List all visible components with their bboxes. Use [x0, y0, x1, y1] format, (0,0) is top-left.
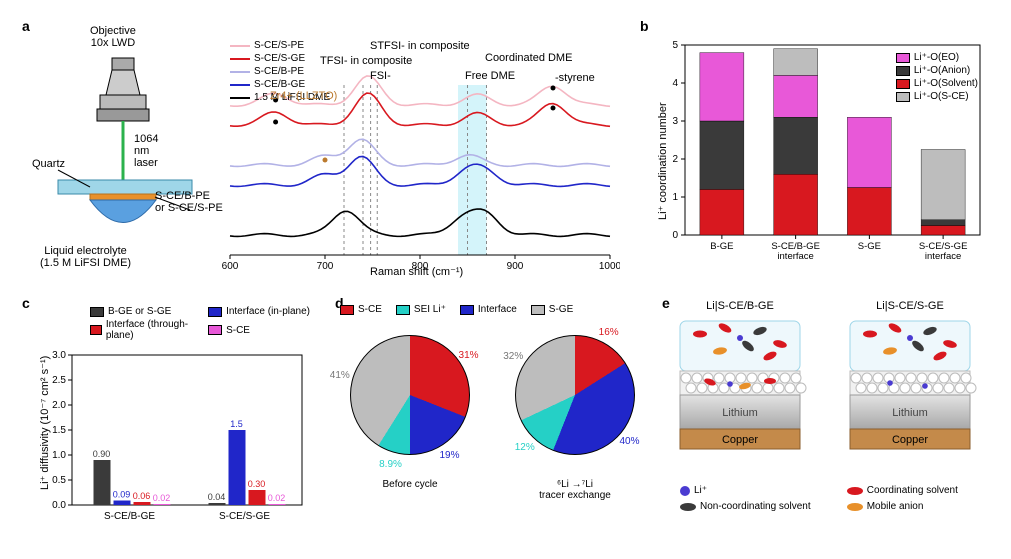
svg-text:0: 0 [672, 230, 678, 241]
panel-c-legend-item: S-CE [208, 319, 310, 341]
panel-c-ylabel: Li⁺ diffusivity (10⁻⁷ cm² s⁻¹) [38, 356, 51, 490]
anno-stfsi: STFSI- in composite [370, 40, 470, 52]
panel-e-legend-item: Coordinating solvent [847, 485, 980, 496]
pie-slice-label: 12% [515, 442, 535, 453]
svg-text:0.30: 0.30 [248, 479, 266, 489]
svg-text:1: 1 [672, 192, 678, 203]
panel-c-legend: B-GE or S-GE Interface (in-plane) Interfac… [90, 306, 310, 343]
svg-text:1000: 1000 [599, 261, 620, 272]
spectra-legend-item: S-CE/B-PE [230, 66, 330, 77]
pie-slice-label: 19% [439, 450, 459, 461]
panel-d-legend-item: S-GE [531, 304, 573, 315]
svg-text:4: 4 [672, 78, 678, 89]
pie-title: Before cycle [382, 479, 437, 490]
svg-text:3.0: 3.0 [52, 350, 66, 361]
svg-text:1.0: 1.0 [52, 450, 66, 461]
panel-b-label: b [640, 18, 649, 34]
svg-text:S-GE: S-GE [858, 241, 881, 252]
spectra-legend-item: S-CE/S-PE [230, 40, 330, 51]
anno-coorddme: Coordinated DME [485, 52, 572, 64]
svg-text:B-GE: B-GE [710, 241, 733, 252]
panel-b-legend-item: Li⁺-O(Anion) [896, 65, 978, 76]
panel-c-legend-item: B-GE or S-GE [90, 306, 196, 317]
svg-text:0.0: 0.0 [52, 500, 66, 511]
pie-slice-label: 31% [459, 350, 479, 361]
pie-title: ⁶Li →⁷Li tracer exchange [539, 479, 611, 501]
panel-d-legend-item: Interface [460, 304, 517, 315]
spectra-xlabel: Raman shift (cm⁻¹) [370, 265, 463, 278]
svg-text:S-CE/B-GE: S-CE/B-GE [104, 511, 155, 522]
svg-text:Copper: Copper [722, 434, 758, 446]
svg-text:900: 900 [507, 261, 524, 272]
laser-label: 1064 nm laser [134, 133, 158, 169]
svg-text:0.09: 0.09 [113, 490, 131, 500]
svg-text:interface: interface [777, 251, 813, 262]
objective-label: Objective 10x LWD [90, 25, 136, 49]
svg-text:Copper: Copper [892, 434, 928, 446]
svg-text:1.5: 1.5 [230, 419, 243, 429]
svg-text:1.5: 1.5 [52, 425, 66, 436]
panel-b-legend: Li⁺-O(EO) Li⁺-O(Anion) Li⁺-O(Solvent) Li⁺-O… [896, 52, 978, 104]
panel-e-legend-item: Li⁺ [680, 485, 833, 496]
anno-styrene: -styrene [555, 72, 595, 84]
pie-slice-label: 8.9% [379, 459, 402, 470]
svg-text:2.5: 2.5 [52, 375, 66, 386]
svg-text:3: 3 [672, 116, 678, 127]
svg-text:5: 5 [672, 40, 678, 51]
anno-tfsi: TFSI- in composite [320, 55, 412, 67]
cell-title: Li|S-CE/S-GE [840, 300, 980, 312]
panel-b: 012345B-GES-CE/B-GEinterfaceS-GES-CE/S-G… [650, 30, 990, 265]
svg-text:700: 700 [317, 261, 334, 272]
quartz-label: Quartz [32, 158, 65, 170]
panel-d-legend-item: SEI Li⁺ [396, 304, 446, 315]
panel-c-legend-item: Interface (through-plane) [90, 319, 196, 341]
panel-b-legend-item: Li⁺-O(S-CE) [896, 91, 978, 102]
panel-b-legend-item: Li⁺-O(Solvent) [896, 78, 978, 89]
anno-fsi: FSI- [370, 70, 391, 82]
pie-slice-label: 32% [503, 351, 523, 362]
schematic-diagram [40, 40, 220, 280]
svg-text:S-CE/S-GE: S-CE/S-GE [219, 511, 270, 522]
cell-schematic: Li|S-CE/B-GE Lithium Copper [670, 300, 810, 469]
electrolyte-label: Liquid electrolyte (1.5 M LiFSI DME) [40, 245, 131, 269]
anno-freedme: Free DME [465, 70, 515, 82]
panel-b-ylabel: Li⁺ coordination number [656, 102, 669, 220]
svg-text:0.02: 0.02 [268, 493, 286, 503]
panel-d: S-CESEI Li⁺InterfaceS-GE 31%19%8.9%41%Be… [340, 300, 650, 530]
svg-text:Lithium: Lithium [722, 407, 757, 419]
panel-d-legend: S-CE SEI Li⁺ Interface S-GE [340, 304, 573, 317]
panel-e-legend-item: Non-coordinating solvent [680, 501, 833, 512]
spectra-legend-item: S-CE/B-GE [230, 79, 330, 90]
pie-slice-label: 40% [619, 436, 639, 447]
pie-chart: 31%19%8.9%41%Before cycle [350, 335, 470, 501]
svg-text:2: 2 [672, 154, 678, 165]
panel-c-legend-item: Interface (in-plane) [208, 306, 310, 317]
svg-text:0.5: 0.5 [52, 475, 66, 486]
cell-schematic: Li|S-CE/S-GE Lithium Copper [840, 300, 980, 469]
panel-e-legend-item: Mobile anion [847, 501, 980, 512]
panel-e-legend: Li⁺ Coordinating solvent Non-coordinating … [680, 485, 980, 514]
svg-text:600: 600 [222, 261, 239, 272]
spectra-legend-item: S-CE/S-GE [230, 53, 330, 64]
svg-text:0.06: 0.06 [133, 491, 151, 501]
panel-d-legend-item: S-CE [340, 304, 382, 315]
pie-slice-label: 16% [599, 327, 619, 338]
svg-text:0.90: 0.90 [93, 449, 111, 459]
panel-c-label: c [22, 295, 30, 311]
raman-spectra: 6007008009001000 S-CE/S-PES-CE/S-GES-CE/… [200, 30, 620, 280]
pie-slice-label: 41% [330, 370, 350, 381]
svg-text:2.0: 2.0 [52, 400, 66, 411]
panel-c: 0.00.51.01.52.02.53.00.900.090.060.02S-C… [30, 300, 310, 530]
panel-b-legend-item: Li⁺-O(EO) [896, 52, 978, 63]
svg-text:interface: interface [925, 251, 961, 262]
panel-a-label: a [22, 18, 30, 34]
panel-e: Li|S-CE/B-GE Lithium Copper [670, 300, 990, 530]
svg-text:0.04: 0.04 [208, 492, 226, 502]
pie-chart: 16%40%12%32%⁶Li →⁷Li tracer exchange [515, 335, 635, 501]
cell-title: Li|S-CE/B-GE [670, 300, 810, 312]
anno-llzto: Zr4+ (LLZTO) [270, 90, 337, 102]
svg-text:0.02: 0.02 [153, 493, 171, 503]
svg-text:Lithium: Lithium [892, 407, 927, 419]
panel-e-label: e [662, 295, 670, 311]
